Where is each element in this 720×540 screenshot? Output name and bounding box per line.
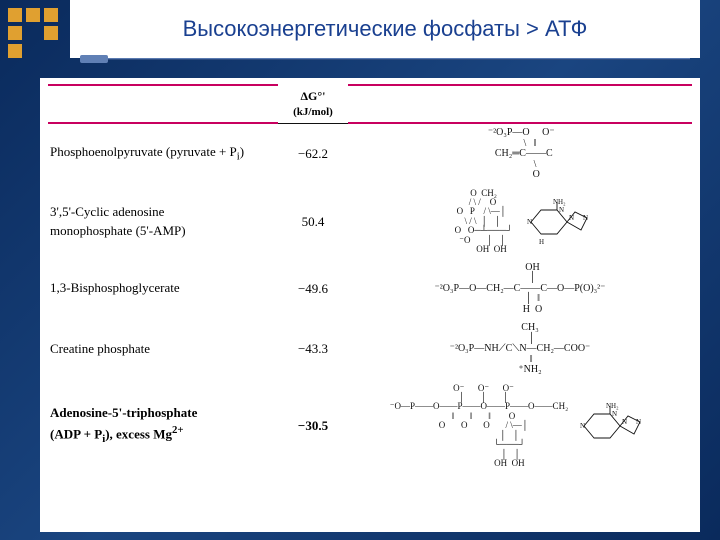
svg-text:N: N <box>527 218 532 226</box>
slide: Высокоэнергетические фосфаты > АТФ ΔG°' … <box>0 0 720 540</box>
square-icon <box>8 8 22 22</box>
col-header-dg: ΔG°' (kJ/mol) <box>278 86 348 122</box>
dg-value: −49.6 <box>278 259 348 320</box>
compound-name: Creatine phosphate <box>48 319 278 380</box>
svg-text:NH₂: NH₂ <box>553 198 566 206</box>
svg-text:N: N <box>580 422 585 430</box>
compound-name: Adenosine-5'-triphosphate(ADP + Pi), exc… <box>48 380 278 473</box>
content-area: ΔG°' (kJ/mol) Phosphoenolpyruvate (pyruv… <box>40 78 700 532</box>
table-row: Phosphoenolpyruvate (pyruvate + Pi) −62.… <box>48 124 692 185</box>
adenine-icon: NH₂ N N N N <box>570 402 650 450</box>
compound-name: 3',5'-Cyclic adenosinemonophosphate (5'-… <box>48 185 278 259</box>
dg-value: −62.2 <box>278 124 348 185</box>
svg-text:N: N <box>569 214 574 222</box>
square-icon <box>44 26 58 40</box>
svg-text:N: N <box>622 418 627 426</box>
table-row: Creatine phosphate −43.3 CH₃ │ ⁻²O₃P—NH⟋… <box>48 319 692 380</box>
svg-text:N: N <box>559 206 564 214</box>
svg-text:H: H <box>539 238 544 246</box>
square-icon <box>26 8 40 22</box>
slide-title: Высокоэнергетические фосфаты > АТФ <box>183 16 588 42</box>
square-icon <box>8 26 22 40</box>
svg-text:NH₂: NH₂ <box>606 402 619 410</box>
compound-name: 1,3-Bisphosphoglycerate <box>48 259 278 320</box>
square-gap <box>26 26 40 40</box>
compound-structure: O⁻ O⁻ O⁻ │ │ │ ⁻O—P——O——P——O——P——O——CH₂ … <box>348 380 692 473</box>
phosphates-table: ΔG°' (kJ/mol) Phosphoenolpyruvate (pyruv… <box>48 84 692 473</box>
svg-text:N: N <box>612 410 617 418</box>
compound-structure: O CH₂ / \ / O O P / \―│ \ / \ │ │ O O─┴─… <box>348 185 692 259</box>
square-icon <box>8 44 22 58</box>
dg-value: −43.3 <box>278 319 348 380</box>
adenine-icon: NH₂ N N N N H <box>517 198 597 246</box>
dg-value: −30.5 <box>278 380 348 473</box>
table-row: 3',5'-Cyclic adenosinemonophosphate (5'-… <box>48 185 692 259</box>
compound-structure: ⁻²O₃P—O O⁻ \ ‖ CH₂═C——C \ O <box>348 124 692 185</box>
title-underline <box>80 58 690 68</box>
square-gap <box>44 44 58 58</box>
dg-value: 50.4 <box>278 185 348 259</box>
compound-structure: OH │ ⁻²O₃P—O—CH₂—C——C—O—P(O)₃²⁻ │ ‖ H O <box>348 259 692 320</box>
svg-text:N: N <box>583 214 588 222</box>
compound-name: Phosphoenolpyruvate (pyruvate + Pi) <box>48 124 278 185</box>
compound-structure: CH₃ │ ⁻²O₃P—NH⟋C⟍N—CH₂—COO⁻ ‖ ⁺NH₂ <box>348 319 692 380</box>
svg-text:N: N <box>636 418 641 426</box>
table-row: 1,3-Bisphosphoglycerate −49.6 OH │ ⁻²O₃P… <box>48 259 692 320</box>
corner-squares <box>8 8 58 58</box>
square-icon <box>44 8 58 22</box>
square-gap <box>26 44 40 58</box>
table-row: Adenosine-5'-triphosphate(ADP + Pi), exc… <box>48 380 692 473</box>
title-band: Высокоэнергетические фосфаты > АТФ <box>70 0 700 58</box>
